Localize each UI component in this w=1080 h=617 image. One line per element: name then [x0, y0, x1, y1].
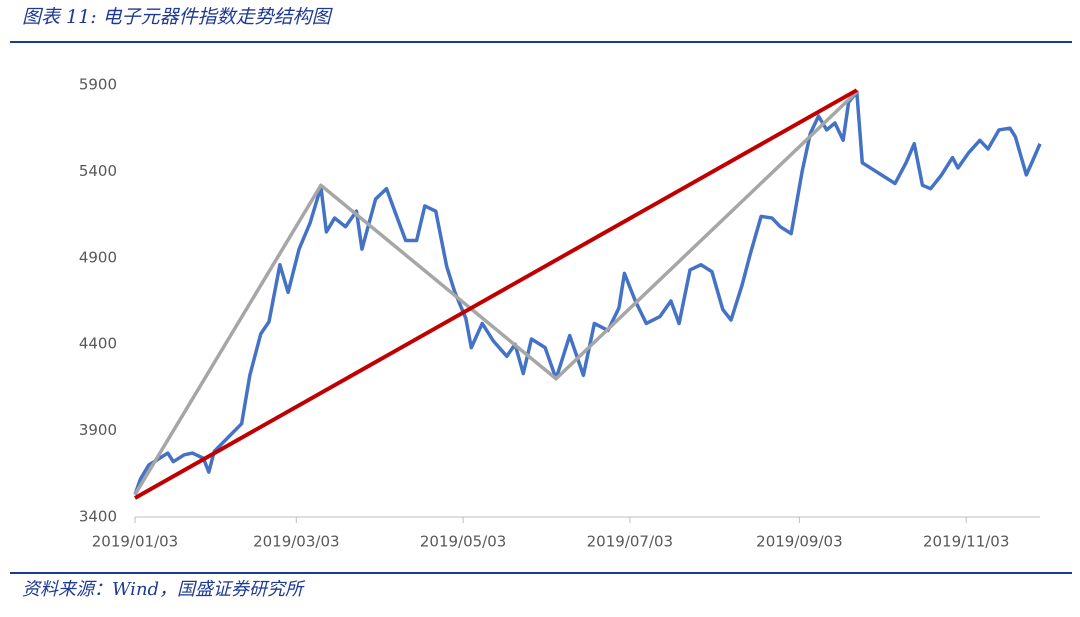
source-note: 资料来源：Wind，国盛证券研究所: [22, 579, 306, 600]
series-line: [134, 88, 858, 500]
x-tick-label: 2019/11/03: [923, 533, 1009, 551]
y-tick-label: 4400: [79, 335, 117, 353]
x-tick-label: 2019/01/03: [92, 533, 178, 551]
x-tick-label: 2019/09/03: [756, 533, 842, 551]
y-tick-label: 5900: [79, 76, 117, 94]
x-tick-label: 2019/05/03: [420, 533, 506, 551]
x-tick-label: 2019/07/03: [587, 533, 673, 551]
y-tick-label: 3900: [79, 421, 117, 439]
y-tick-label: 5400: [79, 162, 117, 180]
chart-title: 图表 11: 电子元器件指数走势结构图: [22, 6, 334, 28]
x-tick-label: 2019/03/03: [253, 533, 339, 551]
y-tick-label: 4900: [79, 248, 117, 266]
series-line: [133, 90, 1042, 496]
y-tick-label: 3400: [79, 508, 117, 526]
series-line: [133, 90, 859, 496]
